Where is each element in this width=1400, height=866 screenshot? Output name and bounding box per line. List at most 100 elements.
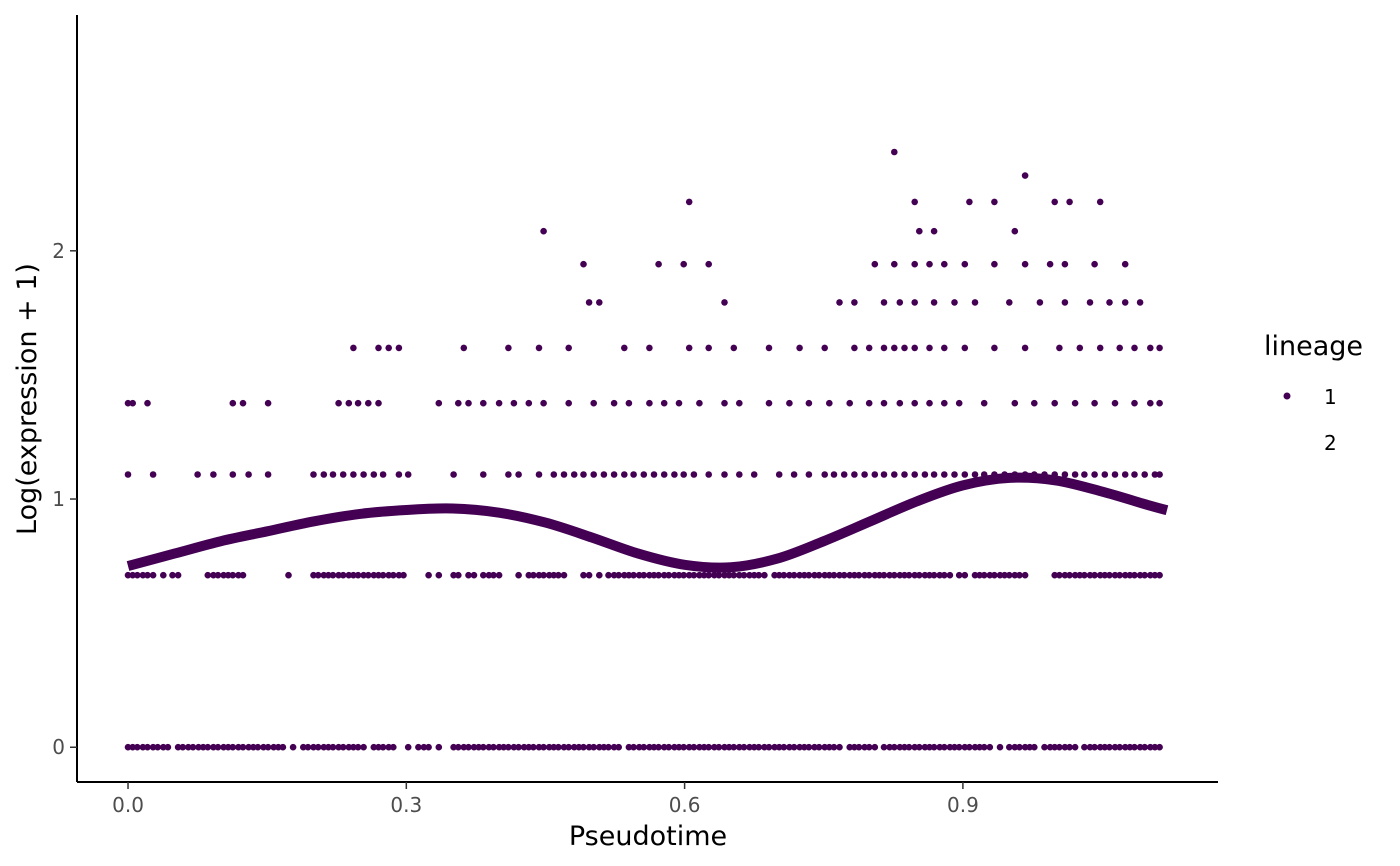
data-point — [210, 471, 217, 478]
data-point — [625, 571, 633, 579]
data-point — [1086, 743, 1094, 751]
data-point — [951, 471, 958, 478]
data-point — [329, 571, 337, 579]
data-point — [896, 743, 904, 751]
data-point — [1031, 743, 1038, 751]
data-point — [395, 471, 403, 478]
data-point — [775, 743, 783, 751]
data-point — [395, 571, 403, 579]
data-point — [1051, 743, 1058, 751]
data-point — [1031, 399, 1038, 407]
data-point — [590, 399, 597, 407]
data-point — [270, 743, 278, 751]
data-point — [926, 260, 933, 268]
data-point — [930, 743, 938, 751]
data-point — [805, 471, 813, 478]
data-point — [646, 743, 653, 751]
data-point — [1046, 260, 1054, 268]
data-point — [450, 571, 457, 579]
data-point — [630, 743, 637, 751]
data-point — [565, 399, 572, 407]
data-point — [921, 471, 929, 478]
data-point — [916, 571, 923, 579]
data-point — [1061, 299, 1069, 306]
data-point — [360, 571, 367, 579]
data-point — [239, 571, 247, 579]
data-point — [585, 743, 593, 751]
data-point — [1121, 471, 1129, 478]
data-point — [821, 344, 828, 352]
data-point — [345, 399, 353, 407]
data-point — [1151, 571, 1159, 579]
data-point — [811, 743, 818, 751]
data-point — [640, 471, 648, 478]
data-point — [991, 344, 998, 352]
data-point — [921, 571, 929, 579]
data-point — [730, 743, 738, 751]
data-point — [750, 743, 758, 751]
data-point — [264, 399, 272, 407]
data-point — [174, 571, 182, 579]
data-point — [339, 471, 347, 478]
data-point — [1116, 571, 1123, 579]
data-point — [134, 571, 141, 579]
data-point — [590, 471, 597, 478]
data-point — [570, 471, 578, 478]
y-axis-title: Log(expression + 1) — [12, 263, 43, 535]
data-point — [971, 743, 979, 751]
data-point — [1071, 571, 1079, 579]
data-point — [700, 571, 708, 579]
data-point — [685, 198, 693, 206]
data-point — [245, 471, 252, 478]
data-point — [630, 571, 637, 579]
data-point — [786, 399, 793, 407]
data-point — [1011, 571, 1019, 579]
data-point — [189, 743, 197, 751]
data-point — [991, 260, 998, 268]
data-point — [650, 471, 658, 478]
data-point — [390, 571, 397, 579]
data-point — [1021, 260, 1029, 268]
data-point — [711, 571, 718, 579]
data-point — [390, 743, 397, 751]
data-point — [621, 344, 628, 352]
data-point — [1081, 471, 1088, 478]
data-point — [871, 571, 879, 579]
data-point — [435, 743, 443, 751]
data-point — [941, 260, 948, 268]
data-point — [329, 743, 337, 751]
data-point — [360, 743, 367, 751]
data-point — [585, 299, 593, 306]
data-point — [550, 743, 558, 751]
data-point — [1036, 299, 1044, 306]
data-point — [435, 399, 443, 407]
data-point — [880, 471, 888, 478]
data-point — [365, 399, 372, 407]
data-point — [851, 471, 858, 478]
data-point — [775, 471, 783, 478]
data-point — [129, 399, 136, 407]
data-point — [560, 471, 568, 478]
data-point — [354, 571, 362, 579]
data-point — [1101, 571, 1109, 579]
data-point — [1001, 571, 1008, 579]
data-point — [475, 743, 483, 751]
data-point — [1151, 471, 1159, 478]
data-point — [740, 571, 748, 579]
data-point — [671, 471, 678, 478]
data-point — [1021, 172, 1029, 179]
x-axis-title: Pseudotime — [569, 821, 727, 852]
data-point — [646, 571, 653, 579]
data-point — [1131, 571, 1138, 579]
data-point — [515, 571, 522, 579]
data-point — [485, 743, 493, 751]
data-point — [350, 471, 357, 478]
data-point — [696, 571, 703, 579]
data-point — [525, 743, 533, 751]
data-point — [761, 743, 768, 751]
data-point — [685, 344, 693, 352]
data-point — [1156, 344, 1163, 352]
data-point — [596, 571, 603, 579]
data-point — [886, 743, 893, 751]
data-point — [455, 399, 462, 407]
